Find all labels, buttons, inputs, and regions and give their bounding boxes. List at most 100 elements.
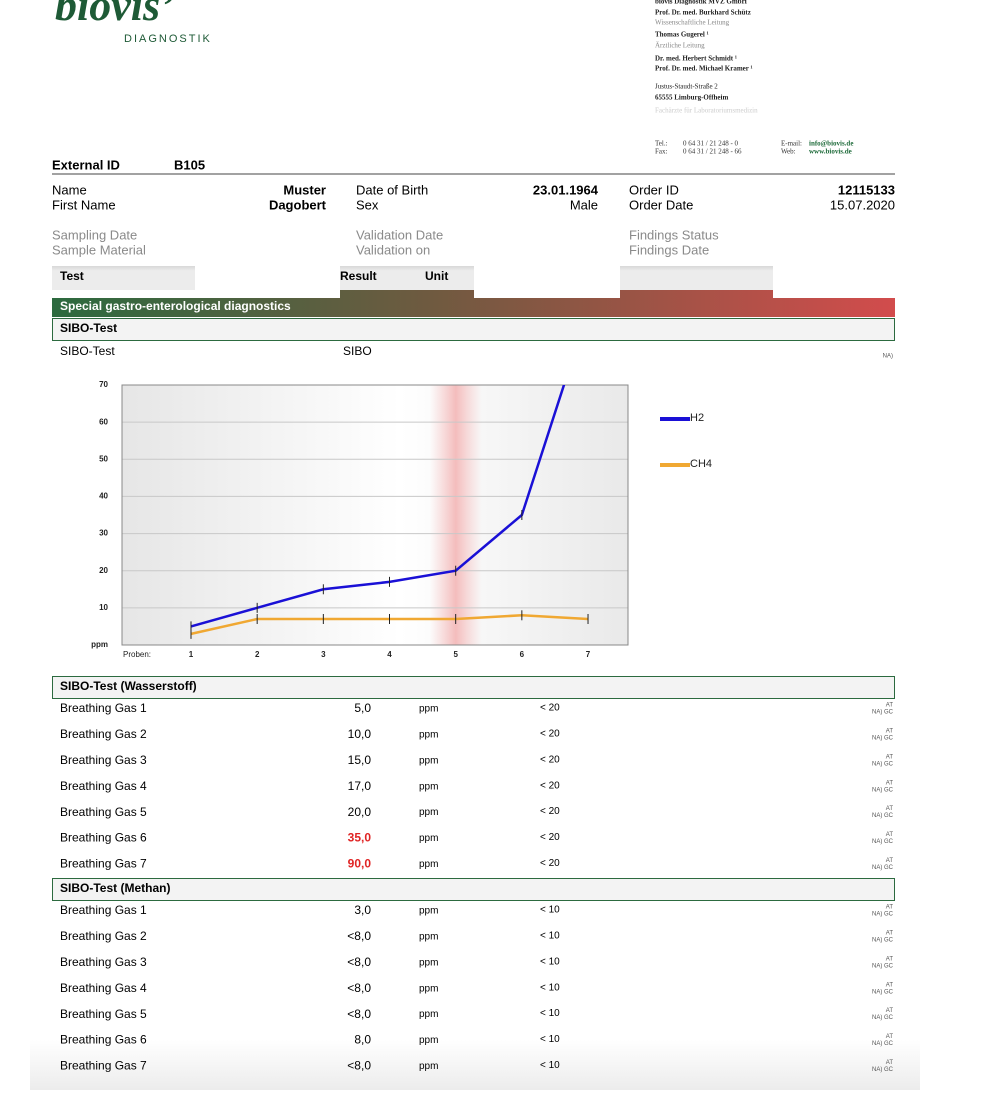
reference-range: < 10 [540, 956, 560, 967]
test-result: <8,0 [347, 1007, 371, 1021]
reference-range: < 10 [540, 1060, 560, 1071]
test-unit: ppm [419, 807, 438, 818]
test-name: SIBO-Test [60, 344, 115, 358]
reference-range: < 10 [540, 1034, 560, 1045]
reference-range: < 10 [540, 1008, 560, 1019]
test-name: Breathing Gas 3 [60, 955, 147, 969]
column-header: Unit [425, 269, 448, 283]
note: AT [886, 930, 894, 936]
test-result: 5,0 [354, 701, 371, 715]
note: NA) GC [872, 1041, 894, 1047]
test-name: Breathing Gas 5 [60, 805, 147, 819]
test-result: 10,0 [348, 727, 372, 741]
note: AT [886, 982, 894, 988]
test-name: Breathing Gas 5 [60, 1007, 147, 1021]
company-line: Prof. Dr. med. Burkhard Schütz [655, 9, 751, 17]
header-cell [52, 266, 195, 290]
company-line: biovis Diagnostik MVZ GmbH [655, 0, 748, 6]
y-tick-label: 70 [99, 380, 108, 389]
note: AT [886, 806, 894, 812]
logo-subtitle: DIAGNOSTIK [124, 33, 212, 45]
y-tick-label: 60 [99, 417, 108, 426]
field-value: Dagobert [269, 197, 327, 212]
test-unit: ppm [419, 983, 438, 994]
note: AT [886, 754, 894, 760]
test-result: 8,0 [354, 1033, 371, 1047]
note: NA) GC [872, 839, 894, 845]
reference-range: < 20 [540, 754, 560, 765]
test-result: 3,0 [354, 903, 371, 917]
note: NA) GC [872, 710, 894, 716]
company-line: Thomas Gugerel ¹ [655, 31, 709, 39]
logo: biovis’ [55, 0, 175, 30]
y-tick-label: 10 [99, 603, 108, 612]
y-tick-label: 40 [99, 492, 108, 501]
note: NA) GC [872, 1015, 894, 1021]
test-result: <8,0 [347, 955, 371, 969]
test-name: Breathing Gas 3 [60, 753, 147, 767]
note: AT [886, 858, 894, 864]
y-tick-label: 20 [99, 566, 108, 575]
header-cell [340, 266, 474, 290]
note: AT [886, 956, 894, 962]
test-unit: ppm [419, 781, 438, 792]
header-cell [620, 266, 773, 290]
note: NA) GC [872, 735, 894, 741]
contact-label: E-mail: [781, 140, 802, 148]
company-line: Fachärzte für Laboratoriumsmedizin [655, 107, 758, 115]
note: NA) GC [872, 963, 894, 969]
test-unit: ppm [419, 1061, 438, 1072]
note: NA) GC [872, 787, 894, 793]
contact-label: Tel.: [655, 140, 668, 148]
reference-range: < 20 [540, 858, 560, 869]
field-value: 12115133 [838, 182, 895, 197]
note: AT [886, 905, 894, 911]
note: AT [886, 832, 894, 838]
y-tick-label: 50 [99, 454, 108, 463]
section-bar [620, 290, 773, 299]
x-tick-label: 5 [453, 650, 458, 659]
x-tick-label: 4 [387, 650, 392, 659]
test-result: <8,0 [347, 1059, 371, 1073]
group-title: SIBO-Test (Methan) [60, 881, 170, 895]
test-unit: ppm [419, 704, 438, 715]
field-label: Validation on [356, 242, 430, 257]
test-result: 35,0 [348, 831, 372, 845]
reference-range: < 20 [540, 729, 560, 740]
note: AT [886, 780, 894, 786]
note: NA) GC [872, 937, 894, 943]
y-tick-label: ppm [91, 640, 108, 649]
test-name: Breathing Gas 4 [60, 779, 147, 793]
note: NA) GC [872, 813, 894, 819]
company-line: Justus-Staudt-Straße 2 [655, 83, 718, 91]
test-unit: ppm [419, 755, 438, 766]
reference-range: < 10 [540, 982, 560, 993]
field-label: Sex [356, 197, 379, 212]
test-unit: ppm [419, 932, 438, 943]
note: NA) GC [872, 865, 894, 871]
note: NA) [883, 354, 893, 360]
group-title: SIBO-Test [60, 321, 117, 335]
test-result: SIBO [343, 344, 372, 358]
x-tick-label: 2 [255, 650, 260, 659]
note: AT [886, 728, 894, 734]
test-unit: ppm [419, 730, 438, 741]
field-label: Name [52, 182, 87, 197]
reference-range: < 20 [540, 832, 560, 843]
test-name: Breathing Gas 7 [60, 1059, 147, 1073]
y-tick-label: 30 [99, 529, 108, 538]
reference-range: < 20 [540, 806, 560, 817]
test-name: Breathing Gas 1 [60, 903, 147, 917]
contact-label: Fax: [655, 148, 668, 156]
x-tick-label: 7 [586, 650, 591, 659]
test-name: Breathing Gas 6 [60, 1033, 147, 1047]
company-line: 65555 Limburg-Offheim [655, 94, 728, 102]
field-label: Date of Birth [356, 182, 428, 197]
section-bar [340, 290, 474, 299]
test-name: Breathing Gas 7 [60, 857, 147, 871]
test-result: 20,0 [348, 805, 372, 819]
test-result: 90,0 [348, 857, 372, 871]
reference-range: < 10 [540, 931, 560, 942]
test-name: Breathing Gas 1 [60, 701, 147, 715]
